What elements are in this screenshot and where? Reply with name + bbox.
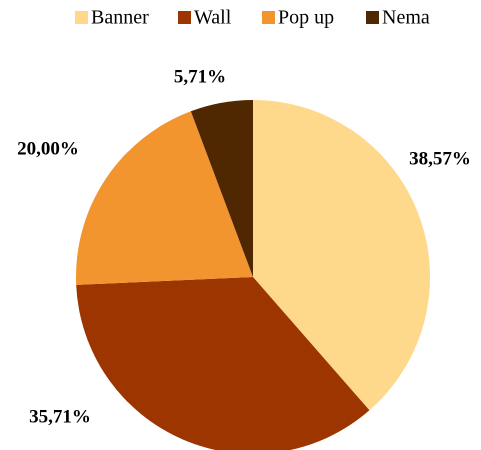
pie-slice <box>76 277 370 450</box>
legend-swatch <box>178 11 191 24</box>
data-label: 5,71% <box>174 66 226 87</box>
legend-swatch <box>75 11 88 24</box>
pie-slice <box>190 100 253 277</box>
data-label: 35,71% <box>29 406 91 427</box>
legend-label: Banner <box>91 7 149 29</box>
data-label: 38,57% <box>409 148 471 169</box>
pie-slice <box>76 111 253 285</box>
legend-label: Nema <box>382 7 430 29</box>
legend-label: Pop up <box>278 7 334 29</box>
data-label: 20,00% <box>17 138 79 159</box>
pie-slice <box>253 100 430 411</box>
legend-label: Wall <box>194 7 232 29</box>
legend-swatch <box>366 11 379 24</box>
legend-swatch <box>262 11 275 24</box>
